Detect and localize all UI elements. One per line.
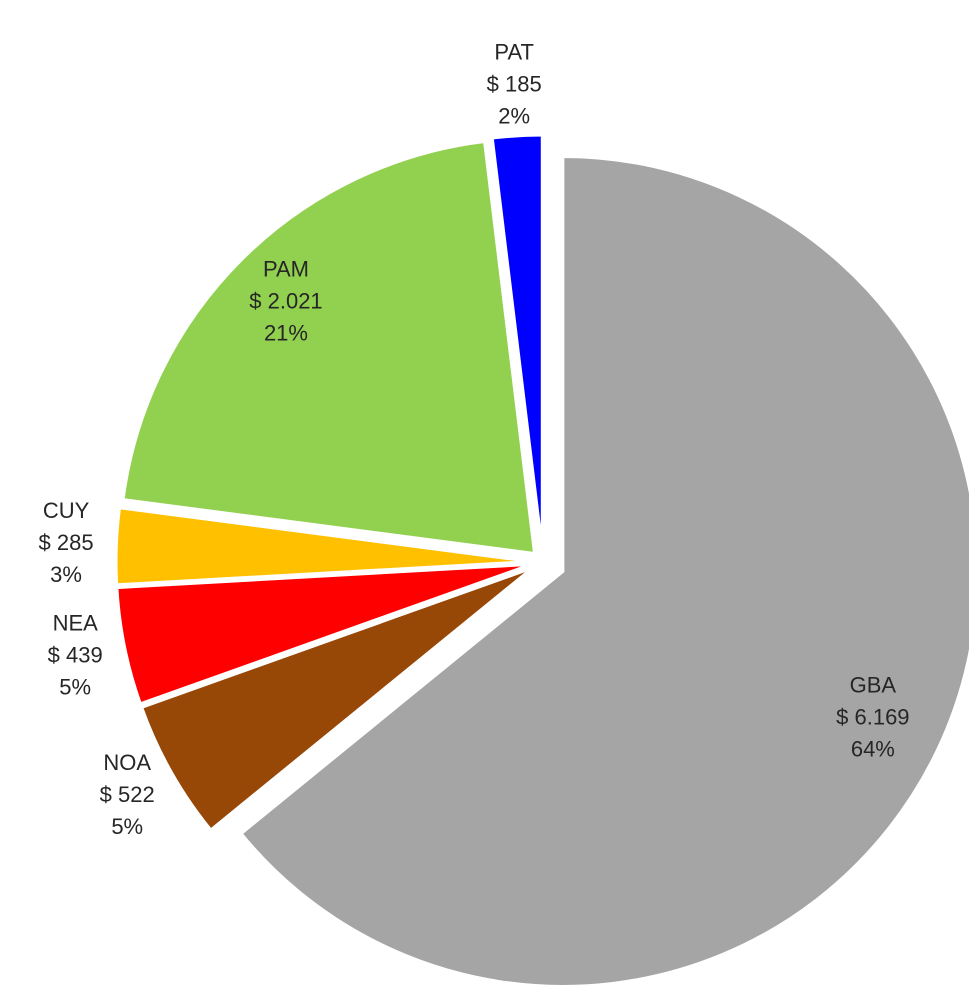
pie-slice — [490, 133, 544, 551]
pie-slice — [139, 566, 534, 833]
pie-slice — [115, 562, 532, 706]
slice-category-label: NEA — [53, 610, 99, 635]
slice-category-label: CUY — [43, 498, 90, 523]
slice-percentage-label: 5% — [111, 814, 143, 839]
slice-percentage-label: 2% — [498, 103, 530, 128]
slice-percentage-label: 3% — [50, 562, 82, 587]
pie-slice — [239, 154, 969, 986]
pie-slice — [114, 506, 532, 587]
slice-value-label: $ 2.021 — [249, 288, 322, 313]
pie-slice — [121, 139, 537, 556]
slice-category-label: PAT — [494, 39, 534, 64]
slice-percentage-label: 64% — [851, 737, 895, 762]
slice-value-label: $ 6.169 — [836, 705, 909, 730]
slice-value-label: $ 522 — [100, 782, 155, 807]
slice-value-label: $ 185 — [487, 71, 542, 96]
slice-value-label: $ 285 — [39, 530, 94, 555]
slice-category-label: NOA — [103, 750, 151, 775]
slice-percentage-label: 21% — [264, 320, 308, 345]
slice-category-label: PAM — [263, 256, 309, 281]
slice-percentage-label: 5% — [59, 674, 91, 699]
slice-category-label: GBA — [850, 673, 897, 698]
slice-value-label: $ 439 — [48, 642, 103, 667]
